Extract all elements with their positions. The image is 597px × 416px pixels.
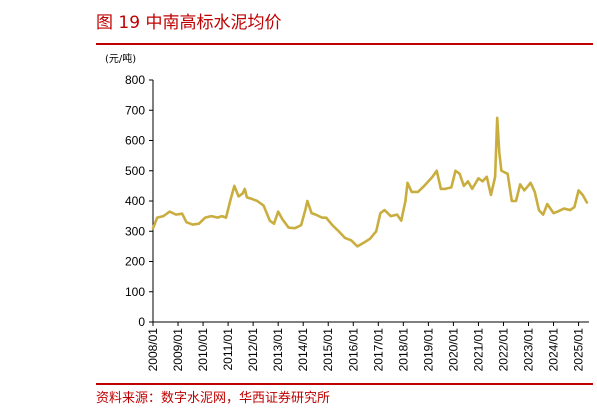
chart-plot-area: [151, 116, 589, 248]
y-tick-label: 0: [138, 315, 145, 329]
chart-axes: 0 100 200 300 400 500 600 700 800 (元/吨) 2008/01 200…: [105, 52, 589, 371]
x-tick-label: 2019/01: [421, 328, 435, 372]
price-series-line: [151, 116, 589, 248]
x-tick-label: 2024/01: [547, 328, 561, 372]
x-tick-label: 2025/01: [572, 328, 586, 372]
x-tick-label: 2009/01: [171, 328, 185, 372]
x-tick-label: 2018/01: [396, 328, 410, 372]
source-divider: [96, 383, 593, 385]
title-divider: [96, 43, 593, 45]
x-tick-label: 2013/01: [271, 328, 285, 372]
y-tick-label: 700: [125, 103, 145, 117]
y-tick-label: 100: [125, 285, 145, 299]
y-tick-label: 500: [125, 164, 145, 178]
x-tick-label: 2020/01: [446, 328, 460, 372]
x-tick-label: 2015/01: [321, 328, 335, 372]
x-tick-label: 2014/01: [296, 328, 310, 372]
y-tick-label: 200: [125, 255, 145, 269]
x-tick-label: 2022/01: [496, 328, 510, 372]
y-tick-label: 800: [125, 73, 145, 87]
y-tick-label: 400: [125, 194, 145, 208]
y-tick-label: 600: [125, 134, 145, 148]
x-tick-label: 2012/01: [246, 328, 260, 372]
x-tick-label: 2016/01: [346, 328, 360, 372]
x-tick-label: 2017/01: [371, 328, 385, 372]
x-tick-label: 2021/01: [471, 328, 485, 372]
y-tick-label: 300: [125, 224, 145, 238]
x-tick-label: 2008/01: [146, 328, 160, 372]
x-tick-label: 2023/01: [522, 328, 536, 372]
figure-title: 图 19 中南高标水泥均价: [96, 13, 282, 33]
source-note: 资料来源：数字水泥网，华西证券研究所: [96, 391, 331, 406]
x-tick-label: 2010/01: [196, 328, 210, 372]
x-tick-label: 2011/01: [221, 328, 235, 371]
y-axis-unit-label: (元/吨): [105, 52, 136, 65]
